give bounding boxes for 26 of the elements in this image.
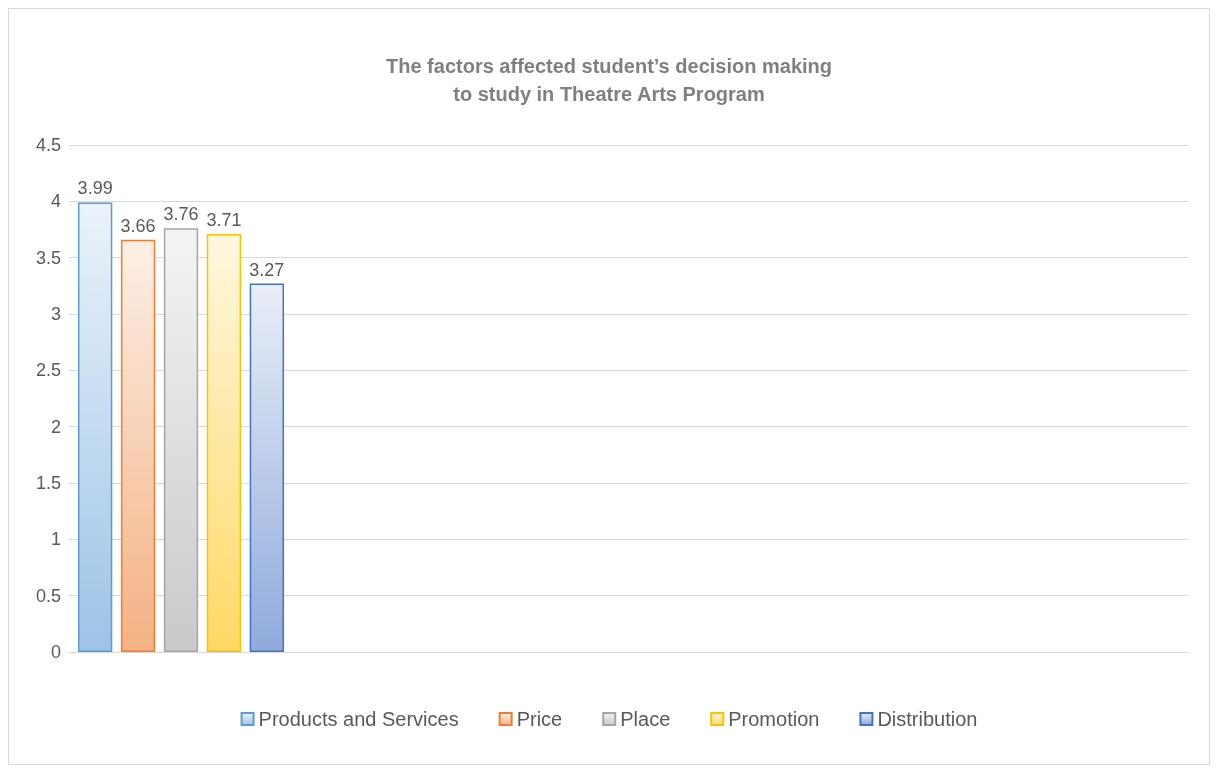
- y-tick-label: 0: [50, 642, 61, 662]
- legend-label: Distribution: [877, 708, 978, 730]
- y-tick-label: 2.5: [35, 360, 61, 381]
- bar: [120, 239, 156, 652]
- legend-label: Place: [620, 708, 671, 730]
- y-tick-label: 3.5: [35, 247, 61, 268]
- legend-label: Promotion: [728, 708, 820, 730]
- y-tick-label: 0.5: [35, 585, 61, 606]
- bar: [249, 283, 285, 652]
- y-tick-label: 3: [50, 304, 61, 324]
- legend-label: Products and Services: [258, 708, 459, 730]
- y-tick-label: 1.5: [35, 473, 61, 493]
- data-label: 3.99: [77, 178, 113, 199]
- data-label: 3.66: [120, 215, 156, 236]
- bar: [206, 234, 242, 652]
- legend-label: Price: [516, 708, 563, 730]
- data-label: 3.76: [163, 204, 199, 225]
- y-tick-label: 1: [50, 529, 61, 550]
- data-label: 3.27: [249, 259, 285, 280]
- bar: [77, 202, 113, 652]
- y-tick-label: 4: [50, 191, 61, 212]
- y-tick-label: 2: [50, 416, 61, 437]
- data-label: 3.71: [206, 210, 242, 231]
- chart-title: The factors affected student’s decision making to study in Theatre Arts Program: [385, 55, 833, 105]
- y-tick-label: 4.5: [35, 135, 61, 155]
- bar: [163, 228, 199, 652]
